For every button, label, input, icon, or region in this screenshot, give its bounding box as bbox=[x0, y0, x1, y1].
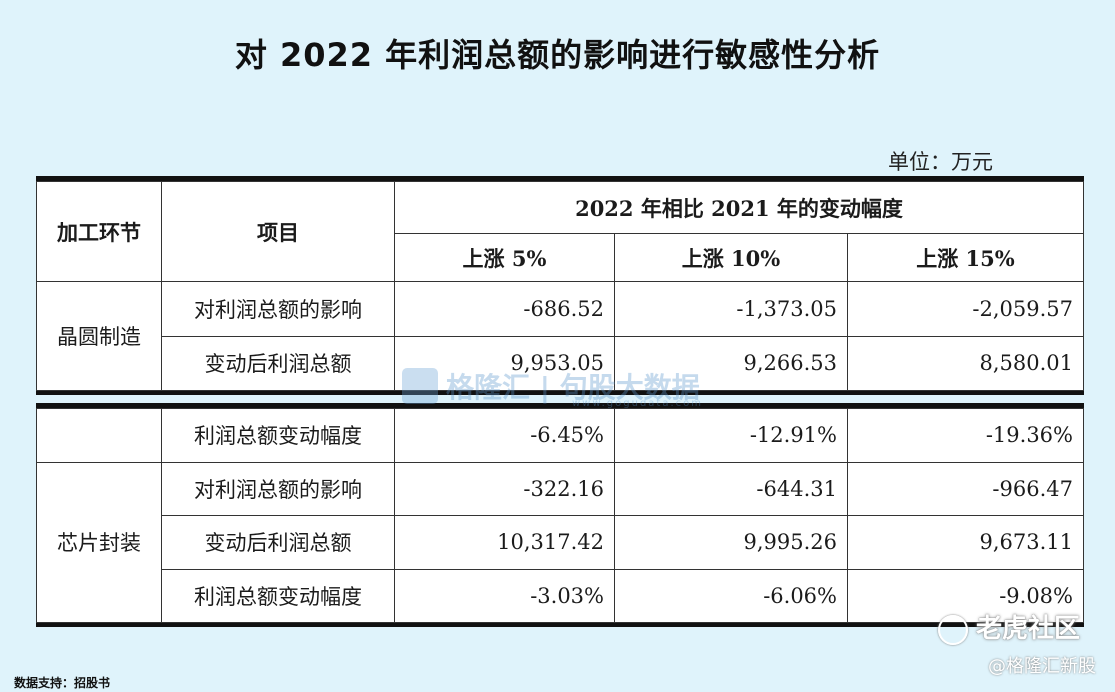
header-row-2: 上涨 5% 上涨 10% 上涨 15% bbox=[37, 233, 1084, 282]
segment-wafer: 晶圆制造 bbox=[36, 281, 162, 391]
cell-value: -12.91% bbox=[614, 408, 848, 463]
row-label: 变动后利润总额 bbox=[161, 335, 395, 391]
cell-value: 10,317.42 bbox=[394, 515, 615, 570]
cell-value: -322.16 bbox=[394, 461, 615, 516]
cell-value: -1,373.05 bbox=[614, 281, 848, 337]
unit-label: 单位：万元 bbox=[888, 150, 993, 174]
cell-value: 9,266.53 bbox=[614, 335, 848, 391]
cell-value: -966.47 bbox=[847, 461, 1084, 516]
row-label: 对利润总额的影响 bbox=[161, 461, 395, 516]
cell-value: -686.52 bbox=[394, 281, 615, 337]
cell-value: -2,059.57 bbox=[847, 281, 1084, 337]
cell-value: 9,953.05 bbox=[394, 335, 615, 391]
row-label: 利润总额变动幅度 bbox=[161, 568, 395, 623]
brand-text: 老虎社区 bbox=[976, 614, 1081, 644]
sensitivity-table-bottom: 利润总额变动幅度 -6.45% -12.91% -19.36% 芯片封装 对利润… bbox=[36, 403, 1084, 627]
header-scenario-5: 上涨 5% bbox=[394, 233, 615, 282]
segment-packaging: 芯片封装 bbox=[36, 461, 162, 623]
sensitivity-table-top: 加工环节 项目 2022 年相比 2021 年的变动幅度 上涨 5% 上涨 10… bbox=[36, 176, 1084, 395]
cell-value: -19.36% bbox=[847, 408, 1084, 463]
header-scenario-15: 上涨 15% bbox=[847, 233, 1084, 282]
header-item: 项目 bbox=[161, 181, 395, 282]
header-scenario-10: 上涨 10% bbox=[614, 233, 848, 282]
table-top: 加工环节 项目 2022 年相比 2021 年的变动幅度 上涨 5% 上涨 10… bbox=[36, 181, 1084, 391]
row-label: 利润总额变动幅度 bbox=[161, 408, 395, 463]
row-label: 变动后利润总额 bbox=[161, 515, 395, 570]
source-note: 数据支持：招股书 bbox=[14, 676, 111, 690]
table-row: 变动后利润总额 9,953.05 9,266.53 8,580.01 bbox=[37, 335, 1084, 391]
brand-watermark: 老虎社区 bbox=[938, 608, 1080, 645]
table-row: 利润总额变动幅度 -3.03% -6.06% -9.08% bbox=[37, 568, 1084, 623]
cell-value: 9,995.26 bbox=[614, 515, 848, 570]
cell-value: -6.45% bbox=[394, 408, 615, 463]
cell-value: 8,580.01 bbox=[847, 335, 1084, 391]
table-row: 变动后利润总额 10,317.42 9,995.26 9,673.11 bbox=[37, 515, 1084, 570]
author-credit: @格隆汇新股 bbox=[988, 656, 1096, 677]
table-row: 利润总额变动幅度 -6.45% -12.91% -19.36% bbox=[36, 408, 1084, 463]
cell-value: 9,673.11 bbox=[847, 515, 1084, 570]
cell-value: -644.31 bbox=[614, 461, 848, 516]
header-segment: 加工环节 bbox=[36, 181, 162, 282]
table-row: 晶圆制造 对利润总额的影响 -686.52 -1,373.05 -2,059.5… bbox=[36, 281, 1084, 391]
tiger-logo-icon bbox=[938, 614, 968, 645]
table-bottom: 利润总额变动幅度 -6.45% -12.91% -19.36% 芯片封装 对利润… bbox=[36, 408, 1084, 623]
row-label: 对利润总额的影响 bbox=[161, 281, 395, 337]
header-row-1: 加工环节 项目 2022 年相比 2021 年的变动幅度 bbox=[36, 181, 1084, 282]
page-title: 对 2022 年利润总额的影响进行敏感性分析 bbox=[234, 36, 881, 74]
segment-wafer-continued bbox=[36, 408, 162, 463]
cell-value: -6.06% bbox=[614, 568, 848, 623]
cell-value: -3.03% bbox=[394, 568, 615, 623]
table-row: 芯片封装 对利润总额的影响 -322.16 -644.31 -966.47 bbox=[36, 461, 1084, 623]
header-change-group: 2022 年相比 2021 年的变动幅度 bbox=[394, 181, 1084, 234]
